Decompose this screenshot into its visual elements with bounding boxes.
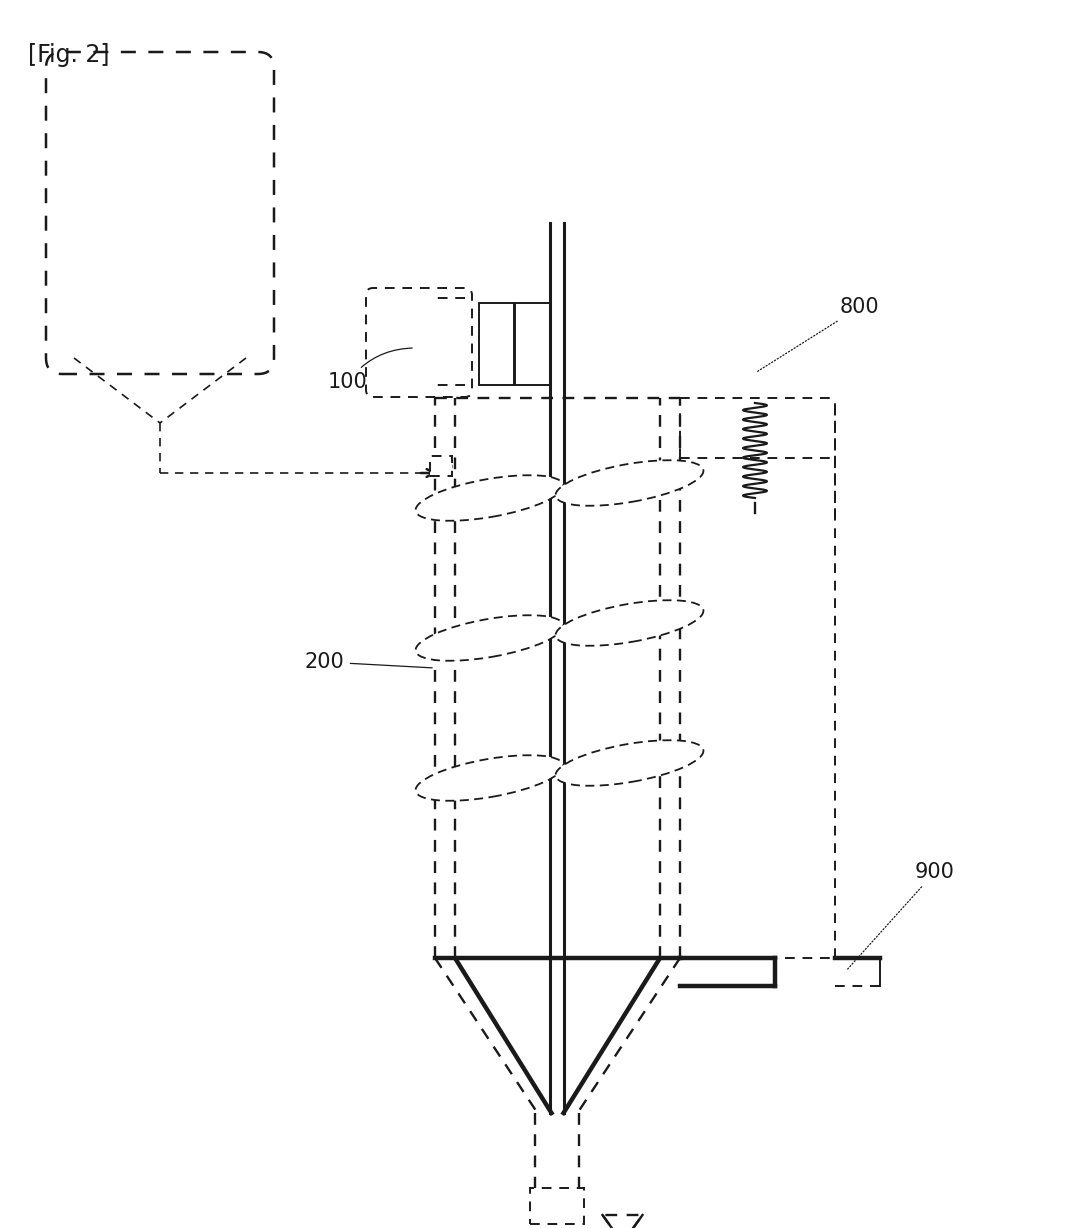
Ellipse shape (415, 755, 563, 801)
Bar (430, 456, 452, 476)
Text: 200: 200 (305, 652, 432, 672)
Text: 800: 800 (758, 297, 880, 372)
FancyBboxPatch shape (366, 289, 472, 397)
Ellipse shape (556, 600, 704, 646)
Bar (515, 303, 550, 386)
Text: [Fig. 2]: [Fig. 2] (28, 43, 109, 68)
Text: 900: 900 (846, 862, 955, 970)
Bar (479, 303, 513, 386)
Ellipse shape (415, 615, 563, 661)
Ellipse shape (556, 740, 704, 786)
Ellipse shape (415, 475, 563, 521)
Ellipse shape (556, 460, 704, 506)
Bar (531, 1187, 585, 1224)
Text: 100: 100 (328, 348, 412, 392)
